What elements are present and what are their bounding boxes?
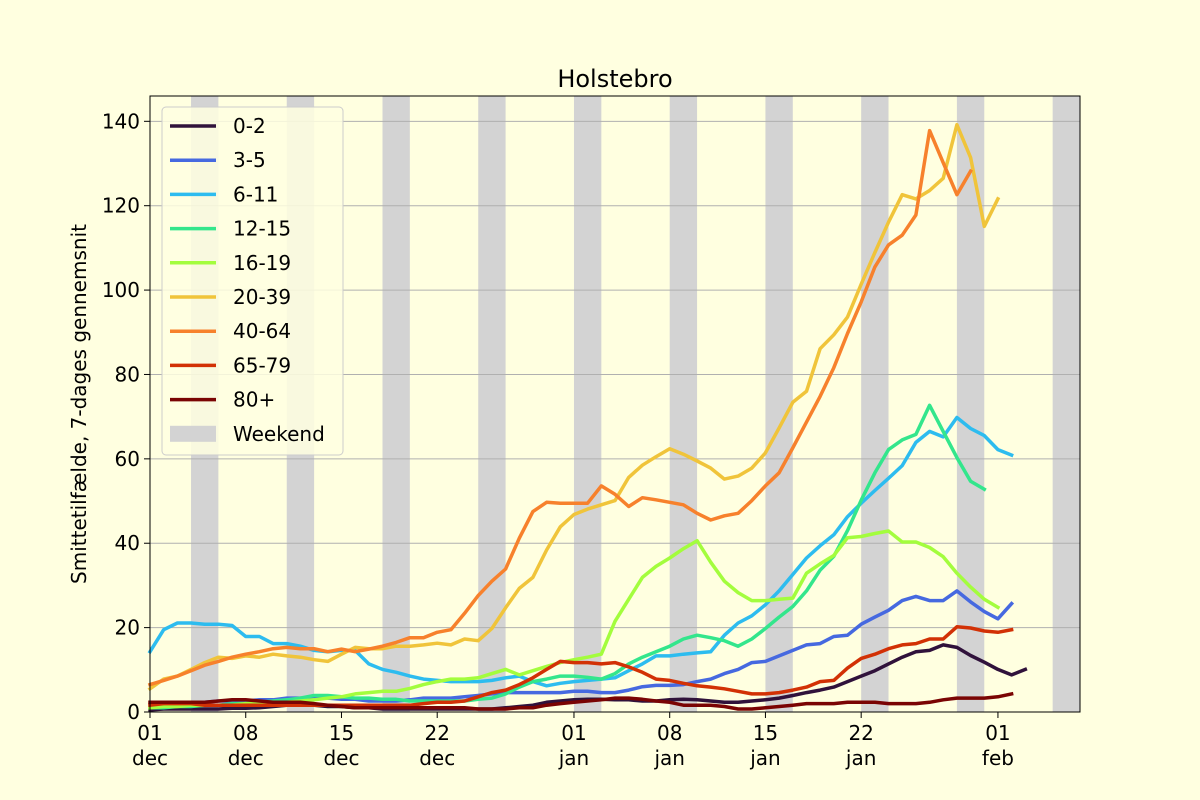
y-tick-label-100: 100 — [102, 278, 140, 302]
y-tick-label-140: 140 — [102, 109, 140, 133]
legend-label-65-79: 65-79 — [233, 353, 291, 377]
x-tick-label-month-4: jan — [558, 746, 590, 770]
plot-frame — [149, 95, 1081, 713]
x-tick-label-day-6: 15 — [753, 721, 778, 745]
legend-label-3-5: 3-5 — [233, 148, 266, 172]
x-tick-label-month-3: dec — [419, 746, 455, 770]
legend-label-16-19: 16-19 — [233, 251, 291, 275]
x-tick-label-day-4: 01 — [561, 721, 586, 745]
y-tick-label-0: 0 — [127, 700, 140, 724]
y-tick-label-60: 60 — [115, 447, 140, 471]
series-lines — [147, 122, 1028, 712]
x-tick-label-day-7: 22 — [848, 721, 873, 745]
legend-label-80-: 80+ — [233, 388, 275, 412]
legend-label-weekend: Weekend — [233, 422, 325, 446]
series-line-20-39 — [147, 122, 1001, 692]
weekend-band-6 — [669, 96, 698, 712]
x-tick-label-day-3: 22 — [424, 721, 449, 745]
y-tick-label-120: 120 — [102, 194, 140, 218]
legend-label-12-15: 12-15 — [233, 217, 291, 241]
weekend-band-7 — [765, 96, 793, 712]
x-tick-label-day-1: 08 — [233, 721, 258, 745]
x-tick-label-month-6: jan — [749, 746, 781, 770]
x-tick-label-day-8: 01 — [985, 721, 1010, 745]
legend-label-6-11: 6-11 — [233, 182, 278, 206]
legend-label-0-2: 0-2 — [233, 114, 266, 138]
chart-title: Holstebro — [557, 65, 672, 93]
legend-swatch-weekend — [170, 425, 216, 442]
y-axis-label: Smittetilfælde, 7-dages gennemsnit — [67, 224, 91, 584]
x-tick-label-month-5: jan — [653, 746, 685, 770]
weekend-band-3 — [382, 96, 410, 712]
y-tick-label-80: 80 — [115, 362, 140, 386]
x-tick-label-month-8: feb — [982, 746, 1014, 770]
x-tick-label-month-2: dec — [323, 746, 359, 770]
legend-label-20-39: 20-39 — [233, 285, 291, 309]
weekend-band-5 — [573, 96, 602, 712]
y-tick-label-40: 40 — [115, 531, 140, 555]
legend-label-40-64: 40-64 — [233, 319, 291, 343]
series-line-12-15 — [148, 403, 987, 710]
y-tick-label-20: 20 — [115, 616, 140, 640]
weekend-band-10 — [1052, 96, 1080, 712]
x-tick-label-day-0: 01 — [137, 721, 162, 745]
weekend-band-4 — [478, 96, 506, 712]
x-tick-label-month-0: dec — [132, 746, 168, 770]
x-tick-label-day-5: 08 — [657, 721, 682, 745]
x-tick-label-day-2: 15 — [329, 721, 354, 745]
x-tick-label-month-7: jan — [845, 746, 877, 770]
series-line-40-64 — [147, 128, 973, 687]
x-tick-label-month-1: dec — [228, 746, 264, 770]
weekend-band-8 — [861, 96, 889, 712]
axes: 02040608010012014001dec08dec15dec22dec01… — [102, 109, 1014, 770]
legend: 0-2 3-5 6-11 12-15 16-19 20-39 40-64 65-79 80+ We… — [161, 106, 344, 456]
series-line-65-79 — [148, 625, 1014, 708]
series-line-6-11 — [147, 415, 1014, 688]
series-line-80- — [148, 691, 1014, 711]
